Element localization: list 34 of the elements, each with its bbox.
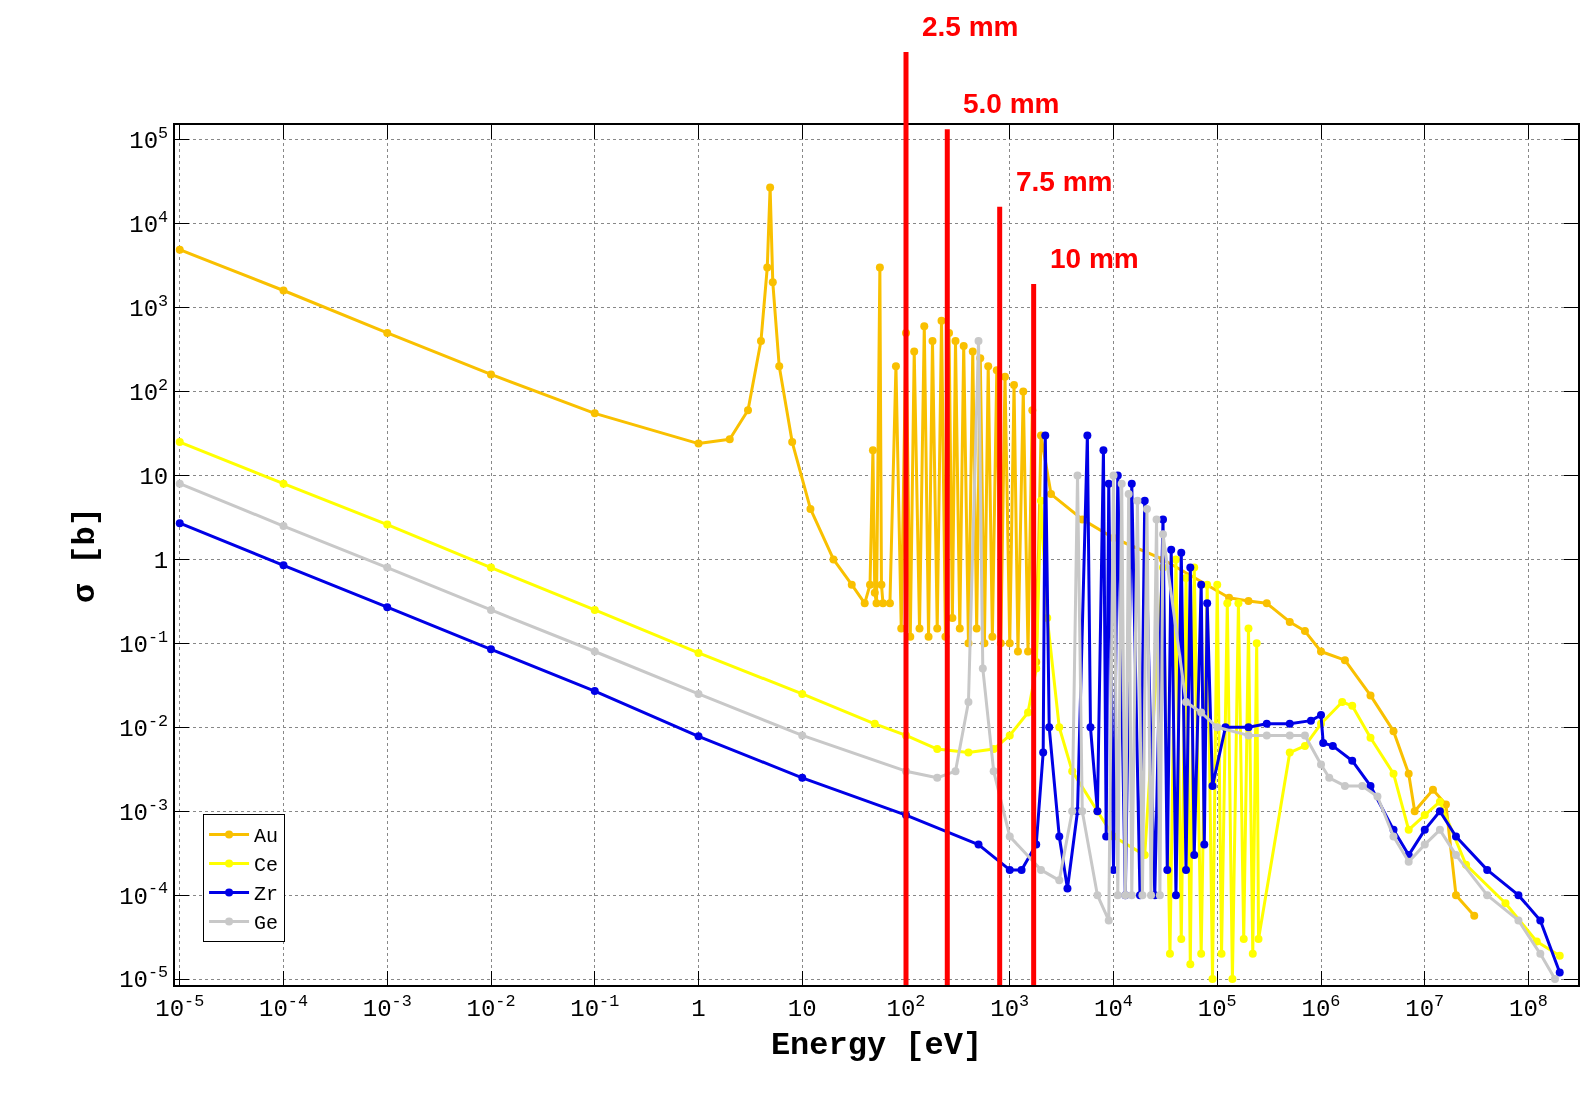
x-tick-label: 10$^{6}$ — [1301, 991, 1341, 1023]
y-tick-label: 10$^{4}$ — [129, 208, 169, 240]
y-tick-label: 10 — [139, 463, 169, 491]
legend-label: Ce — [254, 854, 279, 878]
y-tick-label: 10$^{5}$ — [129, 124, 169, 156]
ref-line-label: 2.5 mm — [922, 11, 1019, 42]
y-tick-label: 10$^{2}$ — [129, 375, 169, 407]
y-tick-label: 10$^{-3}$ — [119, 795, 169, 827]
x-tick-label: 10$^{2}$ — [886, 991, 926, 1023]
x-tick-label: 10$^{7}$ — [1405, 991, 1445, 1023]
x-tick-label: 1 — [691, 995, 706, 1023]
y-tick-label: 10$^{-2}$ — [119, 711, 169, 743]
y-tick-label: 10$^{-1}$ — [119, 627, 169, 659]
x-axis-title: Energy [eV] — [770, 1027, 983, 1065]
x-tick-label: 10$^{-2}$ — [466, 991, 516, 1023]
x-tick-label: 10$^{-3}$ — [362, 991, 412, 1023]
x-tick-label: 10$^{8}$ — [1509, 991, 1548, 1023]
ref-line-label: 10 mm — [1050, 243, 1139, 274]
ref-line-label: 7.5 mm — [1016, 166, 1113, 197]
x-tick-label: 10 — [787, 995, 817, 1023]
y-axis-title: σ [b] — [67, 506, 105, 604]
y-tick-label: 10$^{-5}$ — [119, 963, 169, 995]
x-tick-label: 10$^{-4}$ — [259, 991, 308, 1023]
legend-label: Au — [254, 825, 279, 849]
x-tick-label: 10$^{4}$ — [1094, 991, 1133, 1023]
legend-label: Zr — [254, 883, 279, 907]
y-tick-label: 1 — [153, 547, 169, 575]
y-tick-label: 10$^{-4}$ — [119, 879, 169, 911]
legend-label: Ge — [254, 912, 279, 936]
x-tick-label: 10$^{-1}$ — [570, 991, 620, 1023]
y-tick-label: 10$^{3}$ — [129, 291, 169, 324]
x-tick-label: 10$^{5}$ — [1197, 991, 1237, 1023]
ref-line-label: 5.0 mm — [963, 88, 1060, 119]
x-tick-label: 10$^{3}$ — [990, 991, 1030, 1023]
